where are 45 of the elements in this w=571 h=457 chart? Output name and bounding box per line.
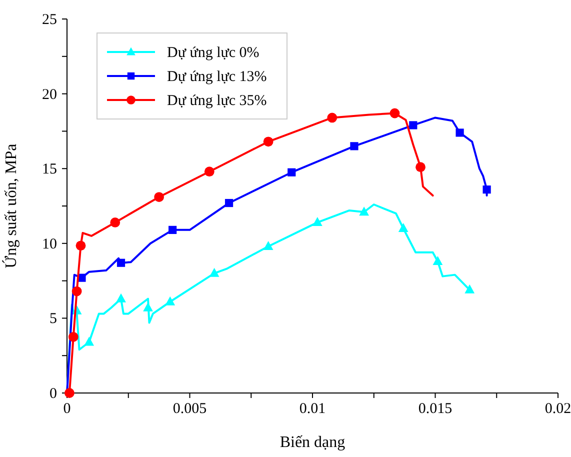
point: [168, 226, 177, 234]
x-tick-label: 0.02: [544, 401, 571, 417]
legend-label: Dự ứng lực 0%: [167, 45, 260, 61]
y-tick-label: 5: [50, 311, 57, 328]
point: [263, 136, 274, 147]
point: [390, 108, 400, 118]
point: [76, 240, 86, 251]
point: [154, 192, 164, 202]
point: [482, 185, 491, 194]
y-tick-label: 25: [42, 12, 57, 28]
x-tick-label: 0.015: [418, 401, 452, 417]
point: [110, 218, 120, 228]
point: [409, 121, 418, 130]
x-tick-label: 0: [63, 401, 71, 417]
y-axis-title: Ứng suất uốn, MPa: [2, 144, 20, 268]
point: [263, 240, 274, 250]
point: [327, 112, 338, 123]
x-tick-label: 0.005: [172, 401, 207, 417]
legend-label: Dự ứng lực 13%: [167, 69, 267, 85]
point: [456, 128, 464, 137]
point: [116, 293, 126, 302]
point: [464, 284, 475, 294]
y-tick-label: 0: [50, 386, 57, 402]
point: [288, 168, 296, 176]
point: [165, 296, 176, 306]
point: [116, 258, 126, 267]
y-tick-label: 15: [42, 162, 57, 178]
y-tick-label: 10: [42, 236, 57, 252]
point: [416, 162, 426, 172]
y-tick-label: 20: [42, 86, 57, 103]
point: [204, 166, 214, 177]
point: [350, 142, 358, 150]
point: [359, 206, 370, 216]
point: [224, 198, 234, 208]
point: [398, 223, 408, 232]
point: [84, 336, 94, 346]
x-axis-title: Biến dạng: [280, 434, 346, 451]
legend-label: Dự ứng lực 35%: [167, 93, 267, 109]
point: [312, 217, 322, 226]
point: [209, 268, 220, 277]
x-tick-label: 0.01: [299, 401, 326, 417]
point: [432, 256, 443, 265]
point: [143, 302, 153, 312]
point: [72, 286, 82, 296]
point: [68, 332, 78, 342]
